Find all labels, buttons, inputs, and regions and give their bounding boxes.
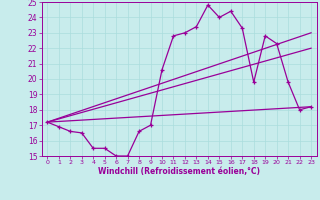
X-axis label: Windchill (Refroidissement éolien,°C): Windchill (Refroidissement éolien,°C) bbox=[98, 167, 260, 176]
